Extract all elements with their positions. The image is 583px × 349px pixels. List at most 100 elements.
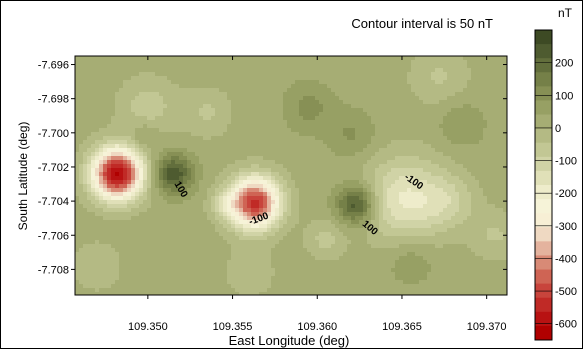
contour-cell [167,180,172,185]
contour-cell [399,84,404,89]
contour-cell [263,68,268,73]
contour-cell [487,220,492,225]
contour-cell [327,68,332,73]
contour-cell [175,160,180,165]
contour-cell [163,132,168,137]
contour-cell [151,80,156,85]
contour-cell [99,172,104,177]
contour-cell [151,196,156,201]
contour-cell [439,188,444,193]
contour-cell [367,220,372,225]
contour-cell [427,172,432,177]
contour-cell [499,176,504,181]
contour-cell [267,204,272,209]
contour-cell [127,68,132,73]
contour-cell [175,68,180,73]
contour-cell [303,144,308,149]
contour-cell [495,56,500,61]
contour-cell [407,136,412,141]
contour-cell [131,108,136,113]
contour-cell [499,68,504,73]
contour-cell [303,120,308,125]
contour-cell [291,208,296,213]
contour-cell [103,100,108,105]
contour-cell [151,104,156,109]
contour-cell [311,124,316,129]
contour-cell [303,184,308,189]
contour-cell [299,188,304,193]
contour-cell [311,88,316,93]
contour-cell [287,168,292,173]
contour-cell [479,180,484,185]
contour-cell [159,160,164,165]
contour-cell [211,60,216,65]
contour-cell [223,144,228,149]
contour-cell [503,156,508,161]
contour-cell [243,64,248,69]
contour-cell [495,148,500,153]
contour-cell [435,136,440,141]
contour-cell [79,100,84,105]
contour-cell [435,140,440,145]
contour-cell [467,92,472,97]
contour-cell [323,136,328,141]
contour-cell [423,152,428,157]
contour-cell [207,188,212,193]
contour-cell [219,60,224,65]
contour-cell [163,156,168,161]
contour-cell [119,100,124,105]
contour-cell [259,200,264,205]
contour-cell [503,56,508,61]
contour-cell [91,132,96,137]
contour-cell [403,156,408,161]
contour-cell [79,216,84,221]
contour-cell [359,200,364,205]
contour-cell [139,156,144,161]
contour-cell [451,56,456,61]
contour-cell [183,224,188,229]
contour-cell [471,120,476,125]
contour-cell [163,80,168,85]
contour-cell [251,204,256,209]
contour-cell [423,176,428,181]
contour-cell [287,72,292,77]
contour-cell [279,64,284,69]
contour-cell [443,216,448,221]
contour-cell [191,232,196,237]
contour-cell [103,236,108,241]
contour-cell [91,240,96,245]
contour-cell [187,232,192,237]
contour-cell [431,112,436,117]
contour-cell [107,96,112,101]
contour-cell [407,208,412,213]
contour-cell [183,92,188,97]
contour-cell [395,164,400,169]
contour-cell [271,64,276,69]
contour-cell [331,160,336,165]
contour-cell [451,144,456,149]
contour-cell [387,68,392,73]
contour-cell [403,112,408,117]
contour-cell [107,200,112,205]
contour-cell [215,144,220,149]
contour-cell [347,56,352,61]
contour-cell [327,232,332,237]
contour-cell [291,108,296,113]
contour-cell [315,124,320,129]
contour-cell [191,68,196,73]
contour-cell [239,172,244,177]
contour-cell [167,224,172,229]
contour-cell [331,168,336,173]
contour-cell [179,224,184,229]
contour-cell [91,136,96,141]
contour-cell [111,240,116,245]
contour-cell [95,128,100,133]
contour-cell [83,144,88,149]
contour-cell [183,100,188,105]
contour-cell [187,120,192,125]
contour-cell [155,76,160,81]
contour-cell [219,228,224,233]
contour-cell [247,200,252,205]
contour-cell [107,72,112,77]
contour-cell [251,196,256,201]
